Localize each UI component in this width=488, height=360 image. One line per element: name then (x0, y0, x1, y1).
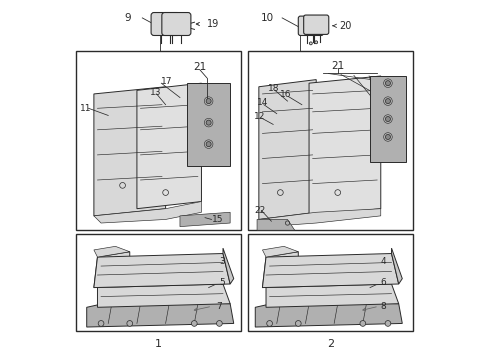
Text: 10: 10 (261, 13, 274, 23)
Polygon shape (257, 220, 294, 230)
Polygon shape (94, 246, 129, 257)
Polygon shape (94, 87, 165, 216)
Circle shape (206, 141, 211, 147)
Text: 3: 3 (219, 257, 224, 266)
Polygon shape (137, 83, 201, 209)
Text: 9: 9 (124, 13, 131, 23)
Polygon shape (265, 284, 398, 307)
Circle shape (98, 320, 104, 326)
Bar (247, 234, 412, 330)
FancyBboxPatch shape (298, 16, 323, 36)
Polygon shape (94, 202, 201, 223)
Text: 11: 11 (80, 104, 91, 113)
Polygon shape (262, 253, 398, 288)
Circle shape (385, 81, 389, 86)
Text: 8: 8 (380, 302, 386, 311)
Polygon shape (262, 246, 298, 257)
Polygon shape (180, 212, 230, 226)
Circle shape (359, 320, 365, 326)
FancyBboxPatch shape (151, 13, 180, 36)
Polygon shape (258, 209, 380, 226)
Text: 12: 12 (254, 112, 265, 121)
Polygon shape (262, 252, 298, 288)
Bar (76, 51, 241, 230)
Polygon shape (308, 76, 380, 216)
Text: 7: 7 (215, 302, 221, 311)
FancyBboxPatch shape (303, 15, 328, 35)
Text: 14: 14 (256, 98, 267, 107)
Circle shape (314, 41, 317, 44)
Text: 21: 21 (330, 61, 344, 71)
Polygon shape (369, 76, 405, 162)
Polygon shape (94, 252, 129, 288)
FancyBboxPatch shape (162, 13, 190, 36)
Circle shape (309, 42, 312, 45)
Circle shape (385, 99, 389, 104)
Circle shape (385, 117, 389, 122)
Polygon shape (97, 284, 230, 307)
Bar (247, 51, 412, 230)
Text: 2: 2 (326, 339, 333, 349)
Text: 6: 6 (380, 278, 386, 287)
Circle shape (384, 320, 390, 326)
Text: 20: 20 (339, 21, 351, 31)
Text: 17: 17 (161, 77, 172, 86)
Text: 16: 16 (280, 90, 291, 99)
Text: 13: 13 (149, 87, 161, 96)
Circle shape (295, 320, 301, 326)
Circle shape (216, 320, 222, 326)
Polygon shape (94, 253, 230, 288)
Text: 22: 22 (254, 206, 265, 215)
Polygon shape (223, 248, 233, 284)
Text: 19: 19 (206, 19, 219, 29)
Text: 5: 5 (219, 278, 224, 287)
Polygon shape (391, 248, 402, 284)
Circle shape (191, 320, 197, 326)
Polygon shape (86, 300, 233, 327)
Polygon shape (258, 80, 316, 220)
Circle shape (266, 320, 272, 326)
Circle shape (126, 320, 132, 326)
Text: 15: 15 (212, 215, 224, 224)
Text: 4: 4 (380, 257, 386, 266)
Text: 18: 18 (267, 84, 279, 93)
Text: 1: 1 (155, 339, 162, 349)
Text: 21: 21 (193, 62, 206, 72)
Polygon shape (187, 83, 230, 166)
Circle shape (206, 99, 211, 104)
Bar (76, 234, 241, 330)
Circle shape (206, 120, 211, 125)
Circle shape (385, 134, 389, 139)
Polygon shape (255, 300, 402, 327)
